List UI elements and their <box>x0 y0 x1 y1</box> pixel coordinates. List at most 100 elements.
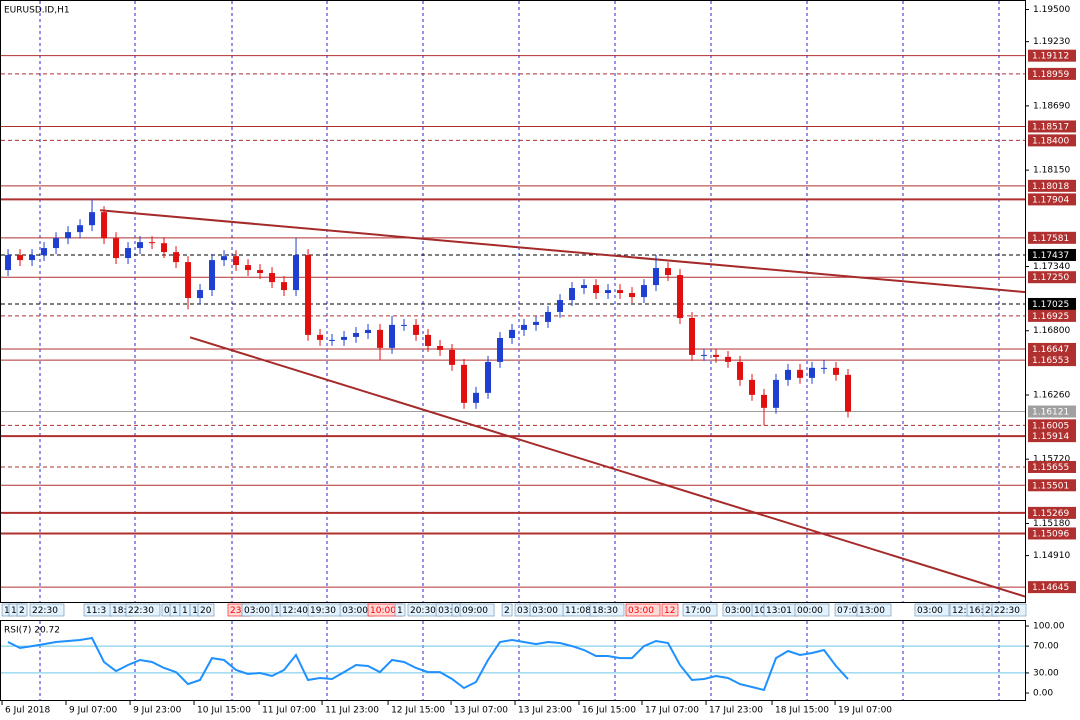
level-box <box>1028 271 1076 284</box>
time-tag-label: 0 <box>454 606 460 616</box>
level-label: 1.18400 <box>1032 136 1069 146</box>
time-tag-label: 00:00 <box>797 606 823 616</box>
x-tick-label: 17 Jul 07:00 <box>645 706 699 716</box>
x-tick-label: 11 Jul 23:00 <box>325 706 379 716</box>
candle-body <box>809 367 816 378</box>
x-tick-label: 11 Jul 07:00 <box>262 706 316 716</box>
level-label: 1.18018 <box>1032 182 1069 192</box>
candle-body <box>401 324 408 326</box>
x-tick-label: 13 Jul 23:00 <box>518 706 572 716</box>
rsi-frame <box>0 620 1026 701</box>
candle-body <box>209 260 216 291</box>
candle-body <box>317 334 324 340</box>
level-box <box>1028 354 1076 367</box>
time-tag-label: 2 <box>504 606 510 616</box>
time-tag-box <box>29 603 65 617</box>
candle-body <box>245 265 252 271</box>
level-box <box>1028 527 1076 540</box>
candle-body <box>329 339 336 341</box>
level-label: 1.14645 <box>1032 583 1069 593</box>
level-box <box>1028 67 1076 80</box>
y-tick-label: 30.00 <box>1033 668 1059 678</box>
x-tick-label: 13 Jul 07:00 <box>454 706 508 716</box>
x-tick-label: 18 Jul 15:00 <box>775 706 829 716</box>
level-label: 1.16647 <box>1032 345 1069 355</box>
level-label: 1.18517 <box>1032 122 1069 132</box>
level-box <box>1028 248 1076 261</box>
y-tick-label: 1.14910 <box>1033 551 1070 561</box>
time-tag-label: 22:30 <box>32 606 58 616</box>
level-box <box>1028 460 1076 473</box>
time-tag-label: 03:00 <box>628 606 654 616</box>
candle-body <box>497 338 504 362</box>
level-label: 1.17437 <box>1032 251 1069 261</box>
time-tag-box <box>991 603 1027 617</box>
level-label: 1.17250 <box>1032 273 1069 283</box>
x-tick-label: 10 Jul 15:00 <box>197 706 251 716</box>
candle-body <box>353 333 360 337</box>
candle-body <box>485 361 492 393</box>
candle-body <box>473 392 480 403</box>
candle-body <box>833 367 840 375</box>
level-box <box>1028 297 1076 310</box>
level-label: 1.16121 <box>1032 408 1069 418</box>
candle-body <box>233 256 240 266</box>
time-tag-label: 12:40 <box>282 606 308 616</box>
time-tag-label: 22:30 <box>994 606 1020 616</box>
candle-body <box>197 290 204 299</box>
candle-body <box>113 238 120 259</box>
time-tag-label: 1 <box>274 606 280 616</box>
candle-body <box>77 225 84 233</box>
time-tag-label: 20 <box>200 606 212 616</box>
level-label: 1.15655 <box>1032 463 1069 473</box>
time-tag-label: 1 <box>182 606 188 616</box>
price-frame <box>0 0 1026 603</box>
candle-body <box>305 255 312 335</box>
time-tag-label: 1 <box>172 606 178 616</box>
time-tag-label: 22:30 <box>128 606 154 616</box>
time-tag-label: 11:08 <box>565 606 591 616</box>
candle-body <box>29 255 36 261</box>
candle-body <box>845 374 852 412</box>
candle-body <box>5 255 12 271</box>
candle-body <box>161 243 168 253</box>
time-tag-label: 12 <box>664 606 675 616</box>
time-tag-label: 13:00 <box>859 606 885 616</box>
x-tick-label: 6 Jul 2018 <box>5 706 50 716</box>
candle-body <box>773 379 780 408</box>
y-tick-label: 0.00 <box>1033 689 1053 699</box>
candle-body <box>653 268 660 286</box>
candle-body <box>221 256 228 261</box>
candle-body <box>377 329 384 348</box>
candle-body <box>449 349 456 365</box>
x-tick-label: 17 Jul 23:00 <box>709 706 763 716</box>
candle-body <box>149 242 156 244</box>
time-tag-label: 23: <box>230 606 244 616</box>
time-tag-label: 1 <box>192 606 198 616</box>
time-tag-label: 18: <box>112 606 126 616</box>
candle-body <box>17 255 24 261</box>
candle-body <box>821 367 828 369</box>
time-tag-label: 03:00 <box>532 606 558 616</box>
level-box <box>1028 231 1076 244</box>
level-label: 1.17904 <box>1032 195 1069 205</box>
x-tick-label: 9 Jul 23:00 <box>133 706 182 716</box>
time-tag-label: 0 <box>164 606 170 616</box>
trendline <box>189 336 1026 598</box>
candle-body <box>785 369 792 380</box>
time-tag-label: 11:3 <box>86 606 106 616</box>
candle-body <box>521 324 528 330</box>
candle-body <box>617 290 624 294</box>
level-label: 1.18959 <box>1032 70 1069 80</box>
time-tag-label: 03:00 <box>244 606 270 616</box>
time-tag-box <box>914 603 950 617</box>
level-label: 1.17581 <box>1032 234 1069 244</box>
level-box <box>1028 134 1076 147</box>
candle-body <box>557 300 564 312</box>
candle-body <box>257 270 264 274</box>
level-box <box>1028 193 1076 206</box>
level-label: 1.16925 <box>1032 312 1069 322</box>
time-tag-label: 20:30 <box>410 606 436 616</box>
candle-body <box>365 329 372 334</box>
